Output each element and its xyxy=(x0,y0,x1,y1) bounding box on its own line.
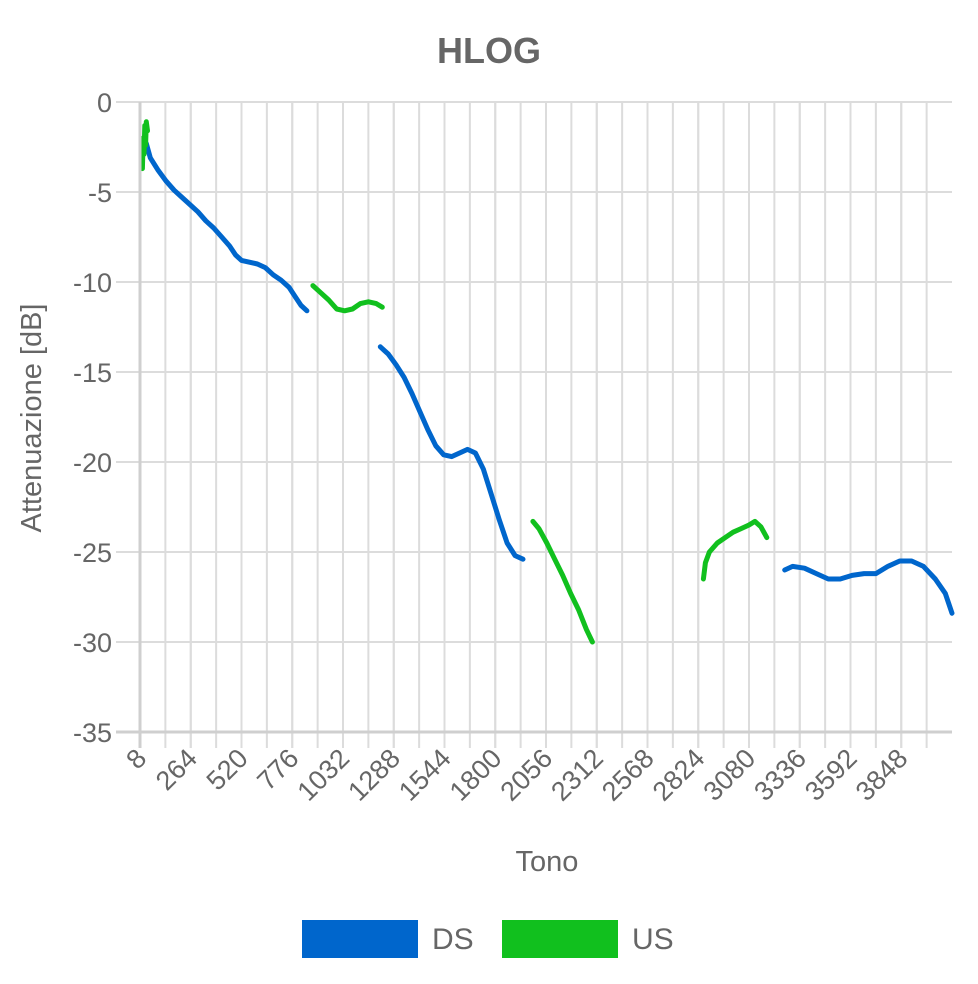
x-tick-label: 2312 xyxy=(545,743,609,807)
x-tick-label: 3336 xyxy=(748,743,812,807)
legend: DS US xyxy=(302,920,674,958)
axes xyxy=(116,102,952,748)
x-tick-label: 2824 xyxy=(647,743,711,807)
chart-title: HLOG xyxy=(437,30,541,71)
series-us-line xyxy=(310,283,385,314)
series-ds-line xyxy=(377,344,526,562)
x-tick-label: 3592 xyxy=(799,743,863,807)
x-tick-label: 1544 xyxy=(393,743,457,807)
x-axis-label: Tono xyxy=(516,846,579,878)
series-ds-line xyxy=(782,558,955,616)
legend-label-us[interactable]: US xyxy=(632,923,674,956)
series-us-line xyxy=(700,518,770,582)
x-tick-label: 8 xyxy=(120,743,152,775)
x-tick-label: 3848 xyxy=(850,743,914,807)
y-tick-label: -10 xyxy=(73,268,112,298)
y-tick-label: -35 xyxy=(73,718,112,748)
series-us-line xyxy=(530,518,595,645)
x-tick-label: 264 xyxy=(150,743,203,796)
x-tick-label: 1800 xyxy=(444,743,508,807)
legend-swatch-us[interactable] xyxy=(502,920,618,958)
x-tick-label: 2056 xyxy=(495,743,559,807)
tick-labels: 0-5-10-15-20-25-30-358264520776103212881… xyxy=(73,88,914,807)
x-tick-label: 1288 xyxy=(342,743,406,807)
y-tick-label: -5 xyxy=(88,178,112,208)
series-ds-line xyxy=(143,140,310,314)
x-tick-label: 3080 xyxy=(698,743,762,807)
y-axis-label: Attenuazione [dB] xyxy=(16,304,48,533)
grid xyxy=(116,101,952,748)
legend-label-ds[interactable]: DS xyxy=(432,923,474,956)
y-tick-label: -15 xyxy=(73,358,112,388)
x-tick-label: 520 xyxy=(201,743,254,796)
y-tick-label: -30 xyxy=(73,628,112,658)
y-tick-label: -25 xyxy=(73,538,112,568)
x-tick-label: 2568 xyxy=(596,743,660,807)
y-tick-label: -20 xyxy=(73,448,112,478)
y-tick-label: 0 xyxy=(97,88,112,118)
plot-area xyxy=(139,119,955,645)
x-tick-label: 1032 xyxy=(292,743,356,807)
series-us-line xyxy=(139,119,150,172)
legend-swatch-ds[interactable] xyxy=(302,920,418,958)
